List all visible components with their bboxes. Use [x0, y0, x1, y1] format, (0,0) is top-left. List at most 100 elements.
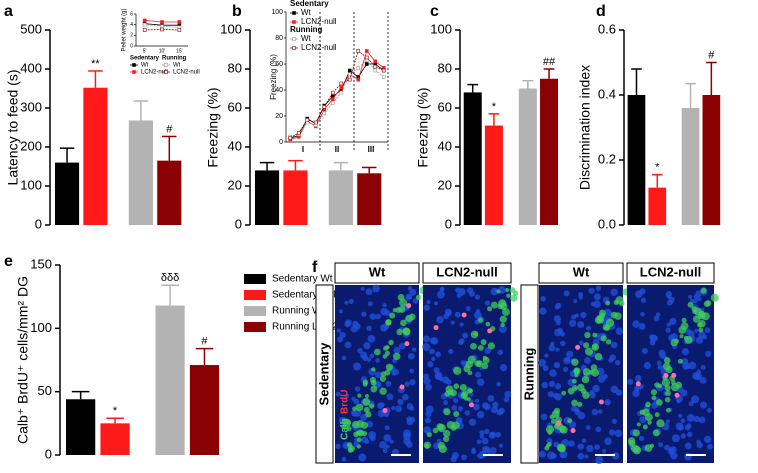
nucleus [696, 369, 702, 374]
nucleus [614, 429, 623, 438]
cell [442, 435, 450, 443]
nucleus [385, 380, 392, 387]
brdu-cell [556, 420, 562, 426]
nucleus [338, 309, 344, 314]
legend-swatch [244, 274, 266, 284]
brdu-cell [598, 399, 604, 405]
nucleus [409, 406, 415, 411]
cell [577, 401, 583, 408]
legend-label: Sedentary Wt [272, 274, 333, 285]
bar [484, 125, 503, 225]
bar [283, 170, 308, 225]
nucleus [577, 321, 585, 329]
nucleus [367, 334, 376, 343]
nucleus [610, 385, 619, 394]
nucleus [601, 448, 607, 454]
nucleus [695, 374, 701, 380]
cell [388, 339, 394, 346]
brdu-cell [404, 341, 410, 347]
brdu-cell [399, 384, 405, 390]
nucleus [649, 334, 655, 341]
cell [385, 318, 392, 326]
nucleus [379, 402, 385, 408]
nucleus [554, 305, 560, 310]
cell [615, 296, 624, 305]
nucleus [424, 417, 432, 424]
point [356, 77, 361, 82]
cell [554, 407, 561, 414]
cell [642, 408, 650, 417]
nucleus [474, 371, 482, 378]
point [339, 90, 344, 95]
nucleus [549, 369, 557, 377]
cell [466, 397, 471, 402]
cell [443, 408, 451, 416]
point [347, 68, 352, 73]
row-label-box [315, 284, 334, 464]
cell [559, 425, 568, 434]
nucleus [678, 413, 683, 418]
nucleus [360, 286, 365, 291]
cell [567, 418, 573, 424]
nucleus [451, 405, 458, 411]
nucleus [499, 363, 508, 372]
nucleus [352, 362, 361, 371]
point [381, 75, 386, 79]
panel-label: e [4, 253, 13, 270]
nucleus [585, 425, 591, 431]
nucleus [657, 364, 663, 370]
cell [675, 381, 683, 389]
nucleus [412, 298, 419, 304]
nucleus [584, 357, 591, 364]
nucleus [335, 391, 341, 397]
nucleus [553, 361, 561, 369]
cell [487, 342, 496, 350]
nucleus [475, 309, 481, 314]
nucleus [380, 307, 389, 316]
nucleus [375, 313, 381, 320]
nucleus [699, 401, 707, 409]
series-line [144, 29, 180, 31]
cell [459, 384, 467, 392]
nucleus [614, 359, 621, 366]
nucleus [336, 328, 341, 333]
cell [594, 352, 603, 361]
nucleus [570, 405, 578, 412]
significance-label: * [113, 405, 118, 417]
y-tick-label: 0 [45, 446, 52, 461]
nucleus [436, 438, 442, 444]
nucleus [344, 300, 349, 305]
nucleus [595, 456, 604, 464]
series-line [144, 24, 180, 28]
y-tick-label: 40 [228, 138, 242, 153]
cell [642, 424, 648, 430]
legend-marker [132, 63, 136, 67]
nucleus [666, 294, 672, 300]
brdu-cell [575, 344, 581, 350]
panel-label: a [4, 3, 13, 20]
nucleus [680, 389, 688, 397]
nucleus [409, 379, 416, 386]
nucleus [456, 417, 462, 423]
cell [365, 411, 372, 418]
legend-group-label: Sedentary [290, 0, 329, 8]
cell [478, 317, 484, 323]
nucleus [488, 432, 496, 439]
nucleus [372, 284, 380, 293]
point [356, 66, 361, 70]
legend-group-label: Sedentary [130, 56, 160, 62]
nucleus [354, 323, 361, 330]
nucleus [640, 297, 647, 303]
cell [470, 330, 479, 339]
cell [605, 300, 611, 306]
nucleus [665, 327, 671, 333]
cell [567, 387, 575, 395]
cell [674, 338, 679, 344]
legend-label: LCN2-null [141, 70, 168, 76]
nucleus [398, 342, 406, 350]
cell [656, 419, 665, 428]
y-tick-label: 100 [30, 320, 52, 335]
y-tick-label: 20 [275, 113, 283, 120]
nucleus [669, 317, 677, 325]
y-tick-label: 0.6 [598, 21, 616, 36]
